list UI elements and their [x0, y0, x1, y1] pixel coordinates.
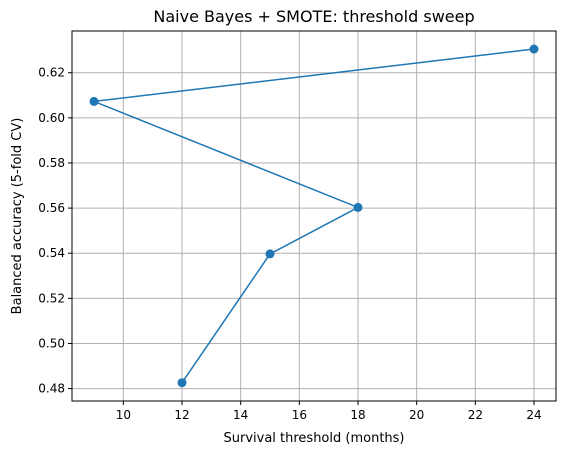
y-tick-label: 0.50: [38, 336, 65, 350]
data-point: [177, 378, 187, 388]
y-tick-label: 0.62: [38, 66, 65, 80]
x-tick-label: 20: [409, 408, 424, 422]
y-tick-label: 0.52: [38, 291, 65, 305]
grid: [72, 31, 556, 401]
x-tick-label: 14: [233, 408, 248, 422]
y-tick-label: 0.60: [38, 111, 65, 125]
x-tick-label: 18: [350, 408, 365, 422]
y-tick-label: 0.56: [38, 201, 65, 215]
data-point: [89, 96, 99, 106]
x-tick-label: 24: [526, 408, 541, 422]
chart-title: Naive Bayes + SMOTE: threshold sweep: [153, 7, 474, 26]
x-axis-label: Survival threshold (months): [223, 431, 404, 446]
data-point: [265, 249, 275, 259]
data-point: [353, 202, 363, 212]
ticks: 10 12 14 16 18 20 22 24 0.48 0.50 0.52 0.54 0.56 0.58…: [38, 66, 541, 422]
y-tick-label: 0.48: [38, 382, 65, 396]
series-line: [93, 48, 535, 384]
x-tick-label: 12: [174, 408, 189, 422]
plot-frame: [71, 30, 557, 402]
x-tick-label: 10: [116, 408, 131, 422]
x-tick-label: 16: [292, 408, 307, 422]
series: [89, 44, 539, 388]
x-tick-label: 22: [468, 408, 483, 422]
y-tick-label: 0.58: [38, 156, 65, 170]
y-tick-label: 0.54: [38, 246, 65, 260]
y-axis-label: Balanced accuracy (5-fold CV): [10, 118, 25, 315]
data-point: [529, 44, 539, 54]
